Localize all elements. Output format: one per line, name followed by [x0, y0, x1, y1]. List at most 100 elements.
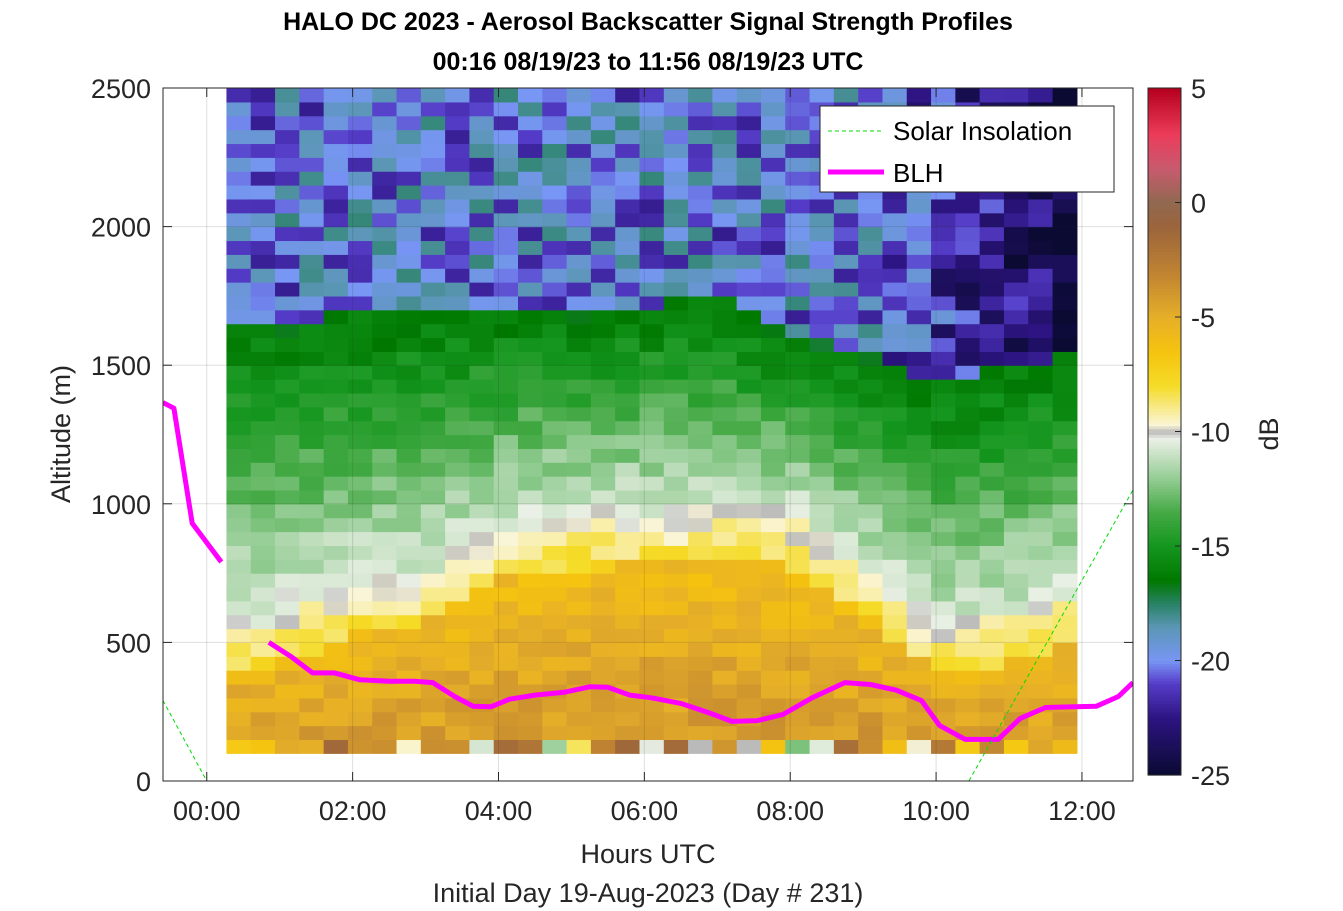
- colorbar-swatch: [1148, 686, 1181, 690]
- heatmap-cell: [493, 295, 519, 311]
- heatmap-cell: [299, 462, 325, 477]
- heatmap-cell: [250, 323, 276, 339]
- heatmap-cell: [1028, 642, 1054, 657]
- heatmap-cell: [688, 517, 713, 533]
- colorbar-swatch: [1148, 437, 1181, 441]
- heatmap-cell: [760, 282, 786, 297]
- heatmap-cell: [760, 115, 786, 131]
- heatmap-cell: [372, 157, 398, 172]
- heatmap-cell: [275, 448, 300, 463]
- heatmap-cell: [1003, 198, 1029, 214]
- heatmap-cell: [445, 476, 471, 491]
- heatmap-cell: [396, 656, 422, 671]
- heatmap-cell: [469, 295, 495, 311]
- heatmap-cell: [882, 642, 908, 657]
- heatmap-cell: [518, 489, 543, 505]
- heatmap-cell: [566, 614, 592, 630]
- heatmap-cell: [663, 115, 689, 131]
- heatmap-cell: [979, 323, 1005, 339]
- colorbar-swatch: [1148, 159, 1181, 164]
- heatmap-cell: [420, 642, 446, 657]
- heatmap-cell: [736, 545, 762, 560]
- heatmap-cell: [275, 434, 300, 449]
- heatmap-cell: [445, 379, 471, 394]
- heatmap-cell: [542, 240, 568, 255]
- solar-insolation-line: [163, 489, 1133, 781]
- heatmap-cell: [493, 462, 519, 477]
- heatmap-cell: [712, 697, 738, 713]
- colorbar-swatch: [1148, 726, 1181, 730]
- colorbar-swatch: [1148, 248, 1181, 252]
- colorbar-swatch: [1148, 694, 1181, 699]
- heatmap-cell: [323, 295, 349, 311]
- colorbar-swatch: [1148, 483, 1181, 487]
- heatmap-cell: [372, 171, 398, 186]
- heatmap-cell: [1028, 614, 1054, 630]
- heatmap-cell: [299, 171, 325, 186]
- colorbar-swatch: [1148, 351, 1181, 355]
- heatmap-cell: [493, 171, 519, 186]
- heatmap-cell: [226, 476, 252, 491]
- heatmap-cell: [542, 448, 568, 463]
- colorbar-swatch: [1148, 400, 1181, 404]
- heatmap-cell: [299, 337, 325, 352]
- heatmap-cell: [493, 517, 519, 533]
- colorbar-tick-label: -25: [1191, 761, 1230, 791]
- heatmap-cell: [712, 434, 738, 449]
- heatmap-cell: [420, 697, 446, 713]
- heatmap-cell: [858, 600, 884, 616]
- heatmap-cell: [785, 683, 811, 699]
- heatmap-cell: [469, 143, 495, 158]
- legend-box[interactable]: Solar Insolation BLH: [819, 105, 1115, 193]
- colorbar-swatch: [1148, 173, 1181, 178]
- heatmap-cell: [420, 171, 446, 186]
- heatmap-cell: [615, 531, 641, 546]
- heatmap-cell: [833, 392, 859, 408]
- heatmap-cell: [906, 614, 932, 630]
- heatmap-cell: [712, 600, 738, 616]
- heatmap-cell: [615, 462, 641, 477]
- heatmap-cell: [615, 129, 641, 145]
- heatmap-cell: [250, 129, 276, 145]
- heatmap-cell: [445, 351, 471, 366]
- heatmap-cell: [250, 171, 276, 186]
- heatmap-cell: [445, 212, 471, 228]
- colorbar-swatch: [1148, 712, 1181, 716]
- heatmap-cell: [445, 365, 471, 380]
- heatmap-cell: [445, 254, 471, 269]
- heatmap-cell: [785, 379, 811, 394]
- heatmap-cell: [590, 212, 616, 228]
- heatmap-cell: [518, 240, 543, 255]
- heatmap-cell: [615, 254, 641, 269]
- heatmap-cell: [955, 711, 981, 727]
- heatmap-cell: [226, 711, 252, 727]
- heatmap-cell: [979, 517, 1005, 533]
- colorbar-swatch: [1148, 523, 1181, 527]
- heatmap-cell: [323, 545, 349, 560]
- heatmap-cell: [396, 489, 422, 505]
- heatmap-cell: [712, 573, 738, 588]
- heatmap-cell: [420, 559, 446, 574]
- heatmap-cell: [858, 268, 884, 283]
- colorbar-swatch: [1148, 385, 1181, 390]
- heatmap-cell: [615, 448, 641, 463]
- heatmap-cell: [469, 171, 495, 186]
- heatmap-cell: [760, 670, 786, 685]
- heatmap-cell: [250, 420, 276, 436]
- heatmap-cell: [590, 462, 616, 477]
- heatmap-cell: [347, 268, 373, 283]
- heatmap-cell: [226, 462, 252, 477]
- heatmap-cell: [931, 642, 956, 657]
- heatmap-cell: [469, 503, 495, 519]
- heatmap-cell: [858, 254, 884, 269]
- y-tick-label: 2000: [91, 213, 151, 243]
- heatmap-cell: [372, 434, 398, 449]
- colorbar-swatch: [1148, 471, 1181, 476]
- heatmap-cell: [712, 115, 738, 131]
- heatmap-cell: [250, 198, 276, 214]
- heatmap-cell: [809, 282, 835, 297]
- heatmap-cell: [639, 157, 665, 172]
- heatmap-cell: [760, 365, 786, 380]
- heatmap-cell: [736, 559, 762, 574]
- heatmap-cell: [250, 656, 276, 671]
